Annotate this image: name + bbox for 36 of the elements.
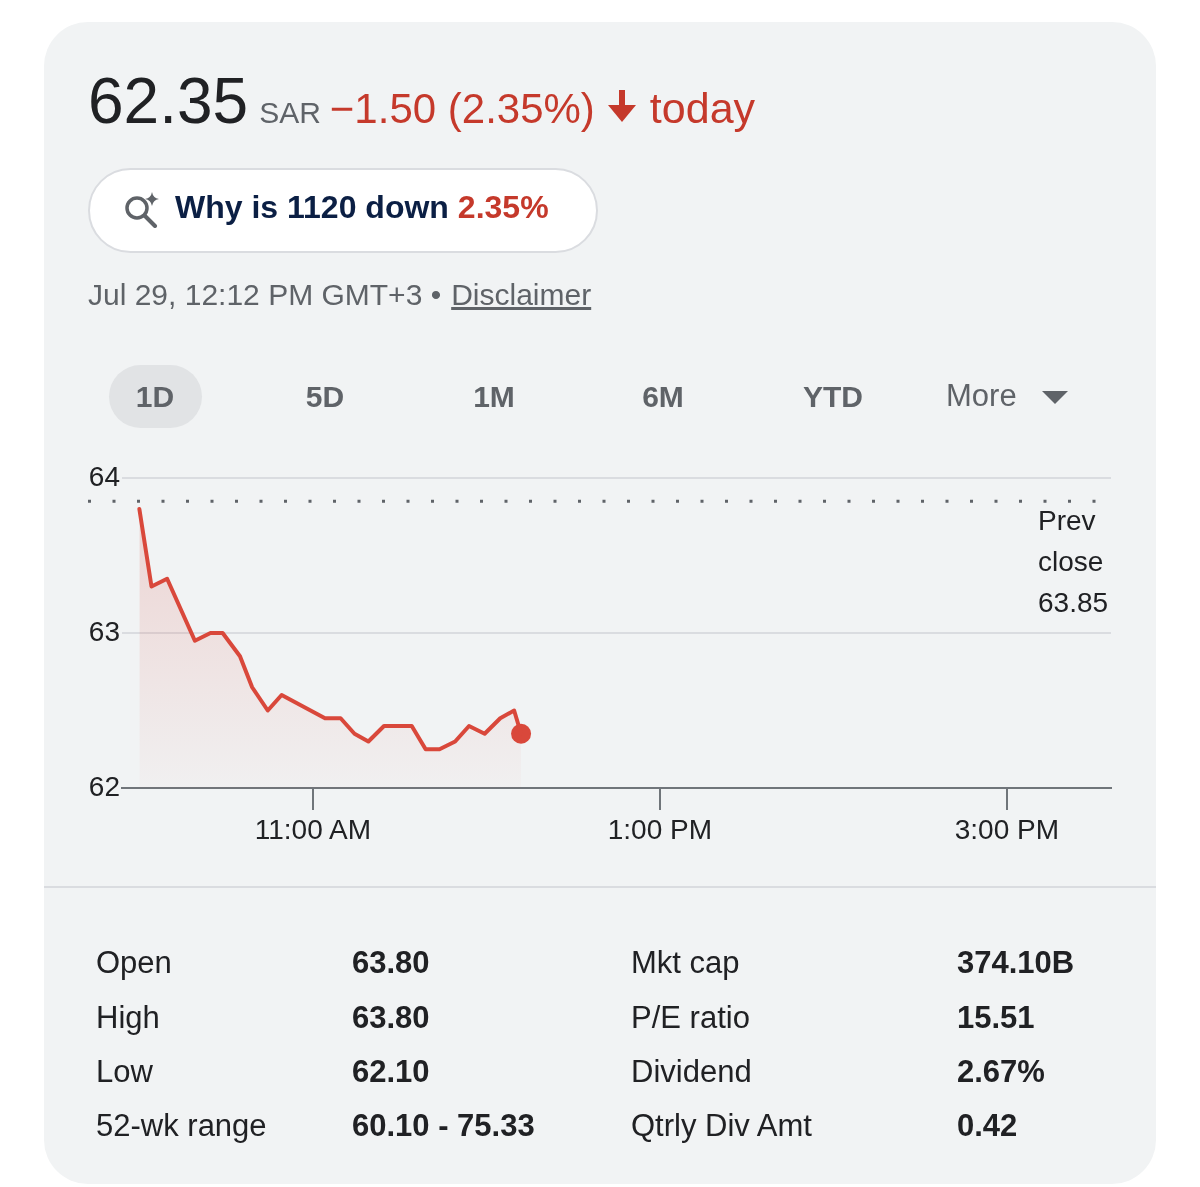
y-tick-label: 63 [88, 615, 120, 647]
text: 0.42 [957, 1107, 1018, 1144]
text: Low [96, 1053, 153, 1090]
text: 15.51 [957, 999, 1035, 1036]
text: Disclaimer [451, 278, 592, 311]
text: 52-wk range [96, 1107, 267, 1144]
text: More [946, 377, 1017, 414]
ref-line-label: Prev close 63.85 [1038, 504, 1109, 618]
text: −1.50 (2.35%) [329, 85, 595, 133]
text: 2.67% [957, 1053, 1045, 1090]
text: High [96, 999, 160, 1036]
text: 6M [642, 379, 684, 413]
text: Qtrly Div Amt [631, 1107, 812, 1144]
y-tick-label: 62 [88, 770, 120, 802]
chart-title: 62.35 [88, 65, 249, 137]
chart-subtitle: SAR [259, 96, 321, 129]
text: 374.10B [957, 944, 1075, 981]
text: YTD [803, 379, 863, 413]
text: Dividend [631, 1053, 752, 1090]
text: 62.10 [352, 1053, 430, 1090]
text: P/E ratio [631, 999, 750, 1036]
text: 1D [135, 379, 175, 413]
y-tick-label: 64 [88, 460, 120, 492]
text: 1M [473, 379, 515, 413]
text: Mkt cap [631, 944, 740, 981]
pill-button: Why is 1120 down 2.35% [88, 168, 598, 253]
text: 5D [305, 379, 345, 413]
x-tick-label: 11:00 AM [254, 813, 371, 845]
x-tick-label: 3:00 PM [954, 813, 1060, 845]
text: Open [96, 944, 172, 981]
text: 63.80 [352, 999, 430, 1036]
text: today [649, 84, 756, 133]
text: 63.80 [352, 944, 430, 981]
text: 60.10 - 75.33 [352, 1107, 535, 1144]
x-tick-label: 1:00 PM [607, 813, 713, 845]
text: Jul 29, 12:12 PM GMT+3 • [88, 278, 442, 311]
